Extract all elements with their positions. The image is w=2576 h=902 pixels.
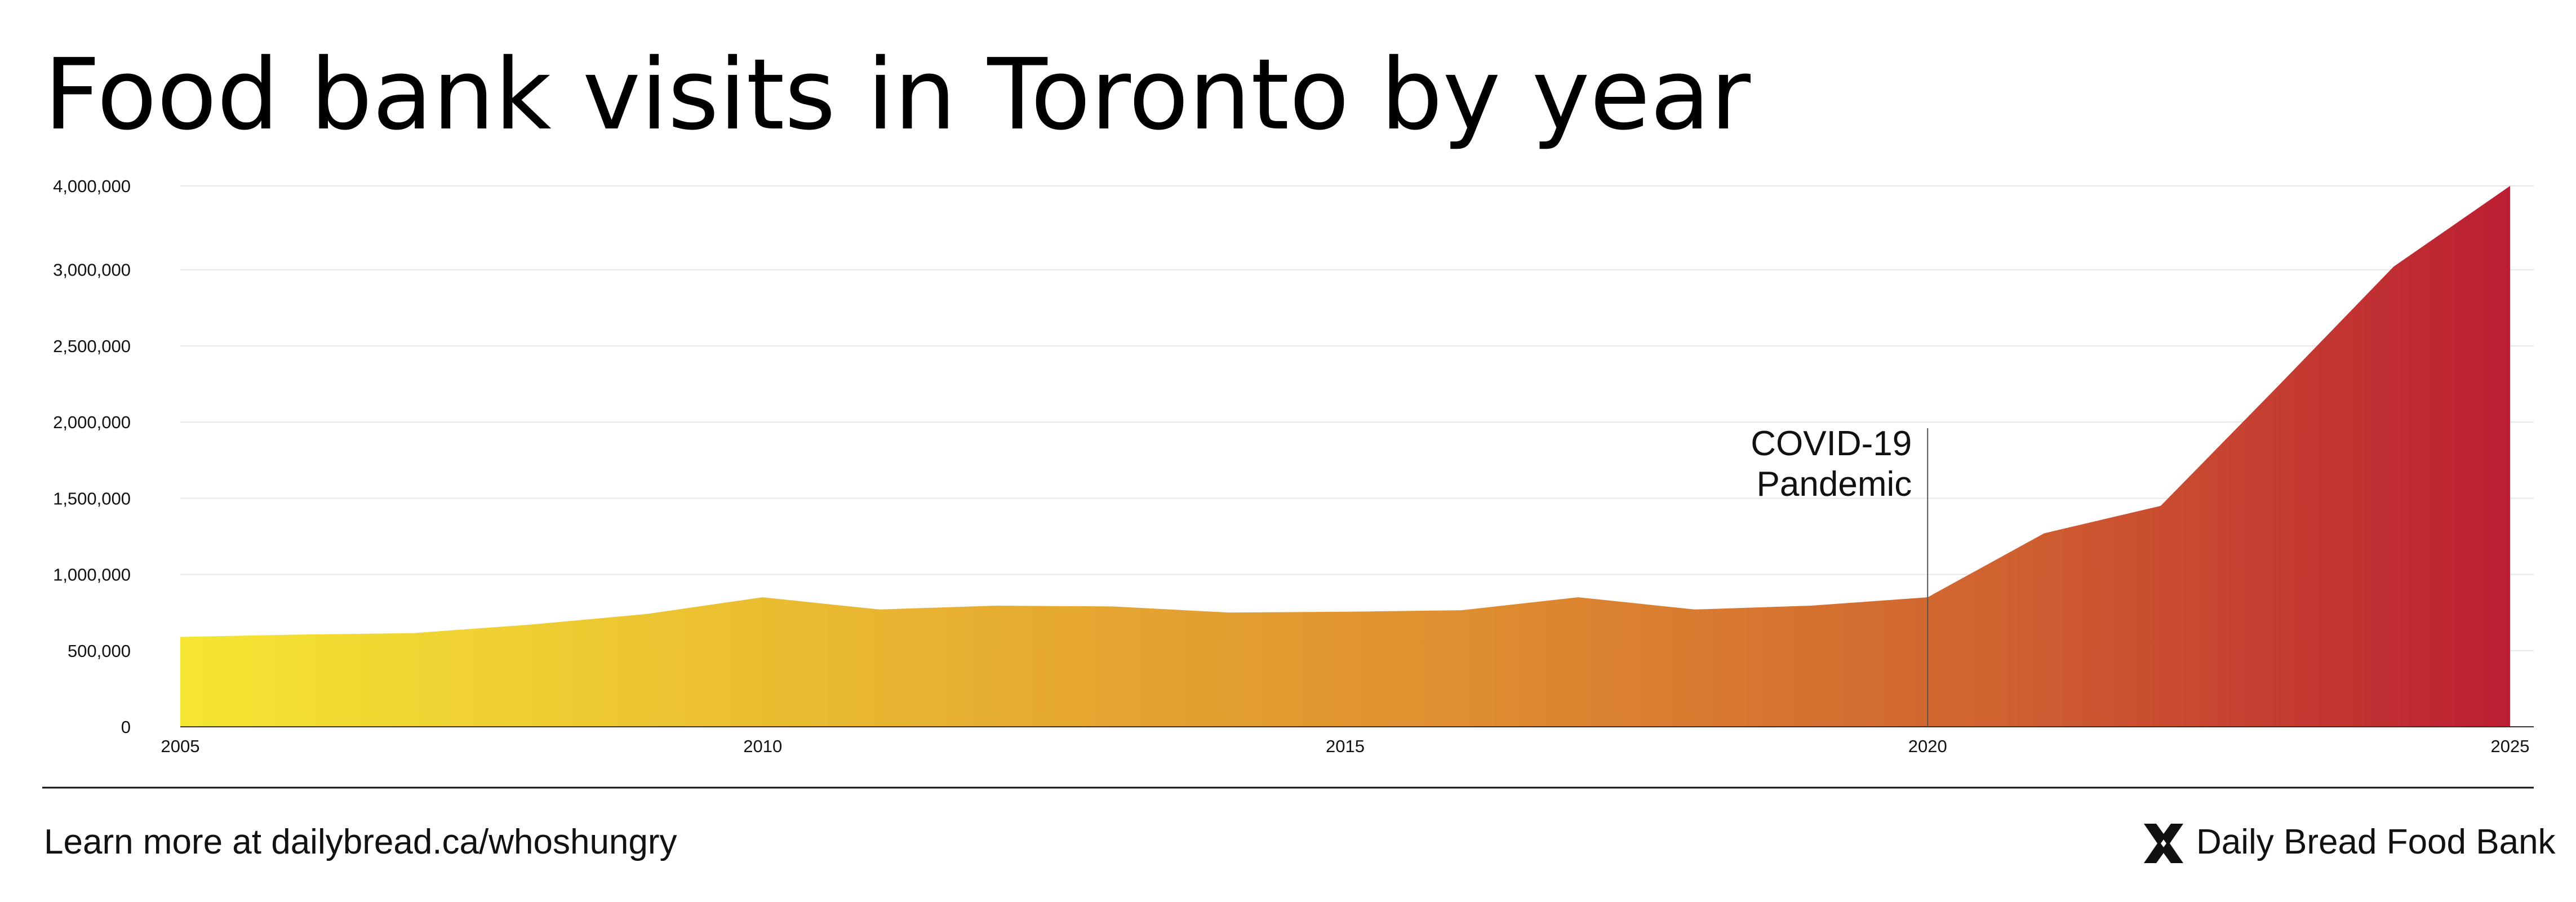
y-tick-label: 3,000,000 bbox=[53, 260, 131, 280]
y-tick-label: 1,000,000 bbox=[53, 565, 131, 585]
x-tick-label: 2025 bbox=[2491, 736, 2530, 756]
y-tick-label: 500,000 bbox=[68, 641, 131, 661]
x-tick-label: 2010 bbox=[743, 736, 782, 756]
covid-annotation: COVID-19 Pandemic bbox=[1751, 424, 1929, 727]
chart-title: Food bank visits in Toronto by year bbox=[44, 38, 1751, 152]
annotation-label-line1: COVID-19 bbox=[1751, 424, 1912, 463]
y-tick-label: 0 bbox=[121, 717, 131, 737]
y-axis-ticks: 0 500,000 1,000,000 1,500,000 2,000,000 2,500… bbox=[53, 176, 131, 737]
y-tick-label: 4,000,000 bbox=[53, 176, 131, 196]
y-tick-label: 2,500,000 bbox=[53, 336, 131, 356]
x-tick-label: 2015 bbox=[1326, 736, 1365, 756]
y-tick-label: 1,500,000 bbox=[53, 488, 131, 508]
annotation-label-line2: Pandemic bbox=[1757, 465, 1912, 504]
footer-link-text[interactable]: Learn more at dailybread.ca/whoshungry bbox=[44, 823, 677, 861]
x-tick-label: 2020 bbox=[1908, 736, 1947, 756]
daily-bread-logo-icon bbox=[2144, 824, 2183, 863]
x-tick-label: 2005 bbox=[161, 736, 200, 756]
x-axis-ticks: 2005 2010 2015 2020 2025 bbox=[161, 736, 2530, 756]
gridlines bbox=[180, 185, 2534, 651]
area-series bbox=[180, 186, 2534, 727]
brand-name: Daily Bread Food Bank bbox=[2196, 823, 2556, 861]
area-fill bbox=[180, 186, 2510, 727]
y-tick-label: 2,000,000 bbox=[53, 412, 131, 432]
